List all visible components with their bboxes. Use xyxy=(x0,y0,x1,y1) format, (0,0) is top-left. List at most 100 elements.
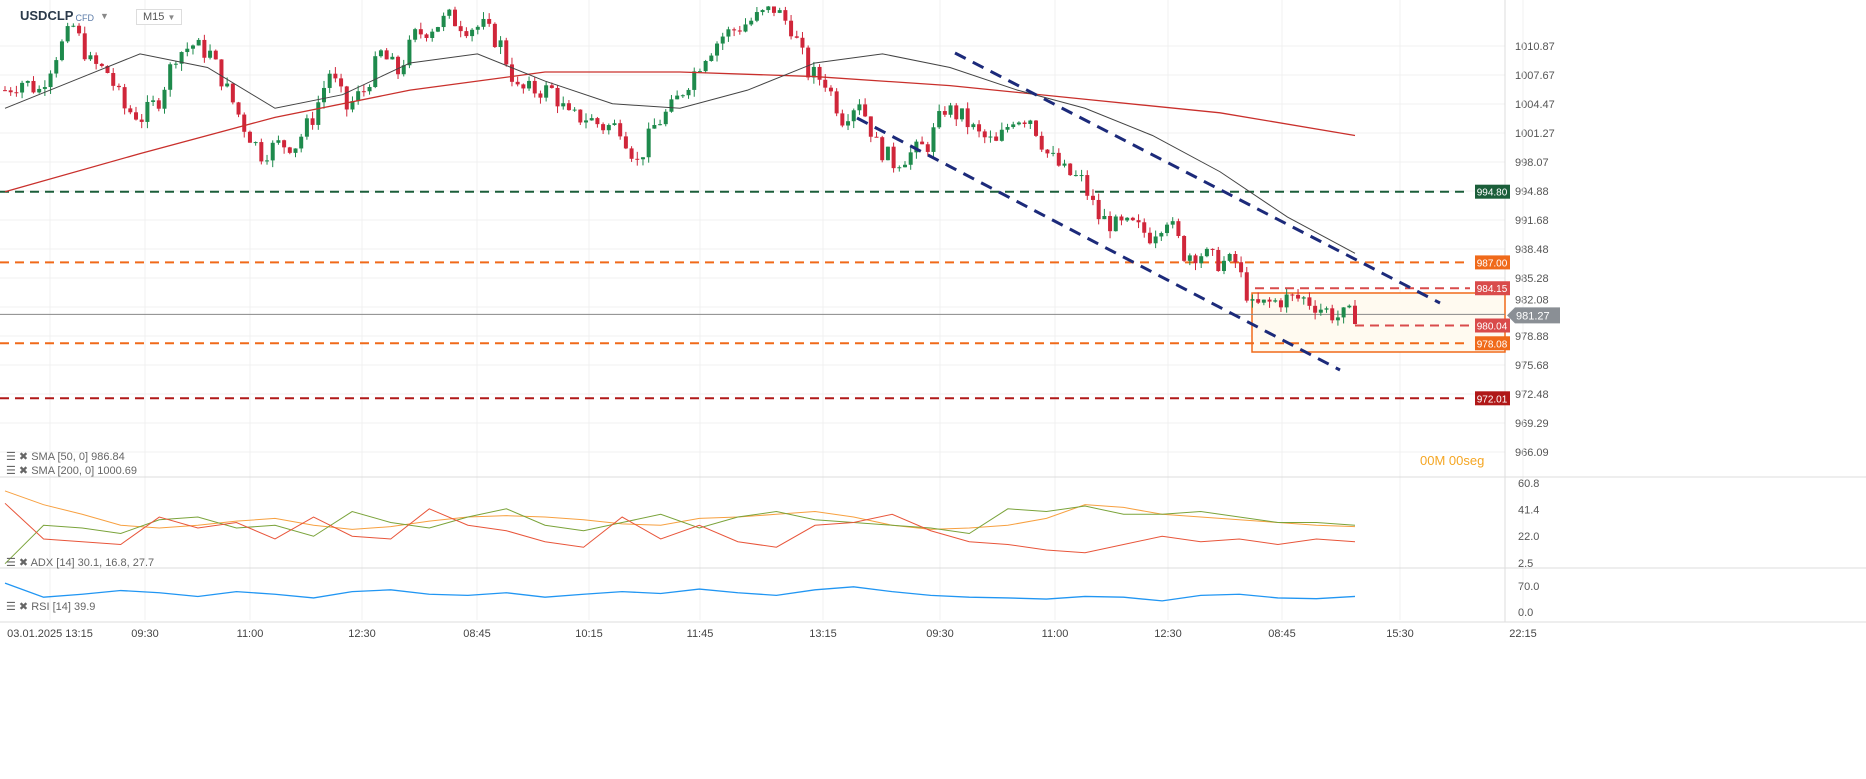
level-badge xyxy=(1475,391,1510,406)
candle-body xyxy=(179,52,184,64)
candle-body xyxy=(253,142,258,144)
candle-body xyxy=(1267,299,1272,302)
candle-body xyxy=(959,108,964,120)
sma50-line xyxy=(4,53,1356,254)
candle-body xyxy=(407,39,412,66)
timeframe-select[interactable]: M15 ▼ xyxy=(136,9,183,25)
candle-body xyxy=(435,27,440,32)
candle-body xyxy=(59,41,64,61)
candle-body xyxy=(549,85,554,88)
candle-body xyxy=(350,101,355,110)
candle-body xyxy=(885,146,890,161)
x-tick-label: 11:00 xyxy=(1042,628,1069,640)
rsi-line xyxy=(4,582,1356,602)
current-price-label: 981.27 xyxy=(1516,310,1550,322)
candle-body xyxy=(663,111,668,125)
candle-body xyxy=(1244,272,1249,301)
rsi-label: RSI [14] 39.9 xyxy=(31,601,96,613)
candle-body xyxy=(1261,299,1266,303)
candle-body xyxy=(783,10,788,21)
candle-body xyxy=(1221,260,1226,272)
candle-body xyxy=(259,142,264,162)
candle-body xyxy=(965,108,970,128)
candle-body xyxy=(304,118,309,137)
candle-body xyxy=(94,55,99,64)
candle-body xyxy=(1147,232,1152,244)
candle-body xyxy=(589,118,594,121)
x-tick-label: 15:30 xyxy=(1386,628,1414,640)
candle-body xyxy=(977,124,982,132)
symbol-header[interactable]: USDCLP CFD ▼ xyxy=(20,8,109,23)
level-label: 978.08 xyxy=(1477,339,1508,350)
candle-body xyxy=(1216,249,1221,272)
candle-body xyxy=(629,148,634,159)
candle-body xyxy=(760,10,765,13)
candle-body xyxy=(430,31,435,38)
candle-body xyxy=(555,87,560,107)
candle-body xyxy=(111,73,116,86)
candle-body xyxy=(1016,122,1021,125)
candle-body xyxy=(236,102,241,115)
candle-body xyxy=(282,140,287,148)
x-tick-label: 09:30 xyxy=(926,628,954,640)
candle-body xyxy=(846,121,851,126)
candle-body xyxy=(190,45,195,49)
candle-body xyxy=(265,160,270,162)
sma50-legend[interactable]: ☰ ✖ SMA [50, 0] 986.84 xyxy=(6,451,125,463)
candle-body xyxy=(1079,175,1084,177)
candle-body xyxy=(652,125,657,129)
x-tick-label: 09:30 xyxy=(131,628,159,640)
candle-body xyxy=(618,123,623,137)
candle-body xyxy=(384,50,389,60)
current-price-badge xyxy=(1507,307,1560,324)
candle-body xyxy=(105,65,110,74)
candle-body xyxy=(1301,297,1306,299)
candle-body xyxy=(868,116,873,137)
candle-body xyxy=(504,40,509,65)
candle-body xyxy=(1341,307,1346,318)
sma200-legend[interactable]: ☰ ✖ SMA [200, 0] 1000.69 xyxy=(6,465,138,477)
y-tick-label: 982.08 xyxy=(1515,294,1549,306)
candle-body xyxy=(139,119,144,122)
x-tick-label: 08:45 xyxy=(463,628,491,640)
candle-body xyxy=(1085,175,1090,196)
candle-body xyxy=(151,100,156,102)
candle-body xyxy=(840,113,845,126)
x-tick-label: 22:15 xyxy=(1509,628,1537,640)
candle-body xyxy=(1324,308,1329,310)
candle-body xyxy=(270,142,275,161)
candle-body xyxy=(1034,120,1039,136)
candle-body xyxy=(937,111,942,128)
candle-body xyxy=(356,91,361,102)
candle-body xyxy=(401,65,406,75)
candle-body xyxy=(310,118,315,125)
candle-body xyxy=(715,43,720,56)
candle-body xyxy=(1239,262,1244,273)
adx-tick-label: 60.8 xyxy=(1518,478,1539,490)
candle-body xyxy=(25,80,30,83)
symbol-name: USDCLP xyxy=(20,8,74,23)
candle-body xyxy=(1142,222,1147,233)
candle-body xyxy=(48,73,53,88)
candle-body xyxy=(1056,152,1061,166)
candle-body xyxy=(1307,297,1312,306)
candle-body xyxy=(863,104,868,117)
candle-body xyxy=(498,40,503,48)
candle-body xyxy=(202,39,207,58)
adx-legend[interactable]: ☰ ✖ ADX [14] 30.1, 16.8, 27.7 xyxy=(6,557,155,569)
candle-body xyxy=(1045,149,1050,154)
candle-body xyxy=(1011,124,1016,128)
chevron-down-icon: ▼ xyxy=(167,13,176,22)
adx-line xyxy=(4,490,1356,530)
candle-body xyxy=(481,18,486,27)
candle-body xyxy=(77,25,82,34)
chevron-down-icon[interactable]: ▼ xyxy=(99,10,109,21)
candle-body xyxy=(771,6,776,13)
candle-body xyxy=(914,141,919,153)
timer-minutes: 00M xyxy=(1420,453,1446,468)
sma200-label: SMA [200, 0] 1000.69 xyxy=(31,465,138,477)
candle-body xyxy=(88,55,93,60)
rsi-legend[interactable]: ☰ ✖ RSI [14] 39.9 xyxy=(6,601,96,613)
candle-body xyxy=(925,144,930,152)
